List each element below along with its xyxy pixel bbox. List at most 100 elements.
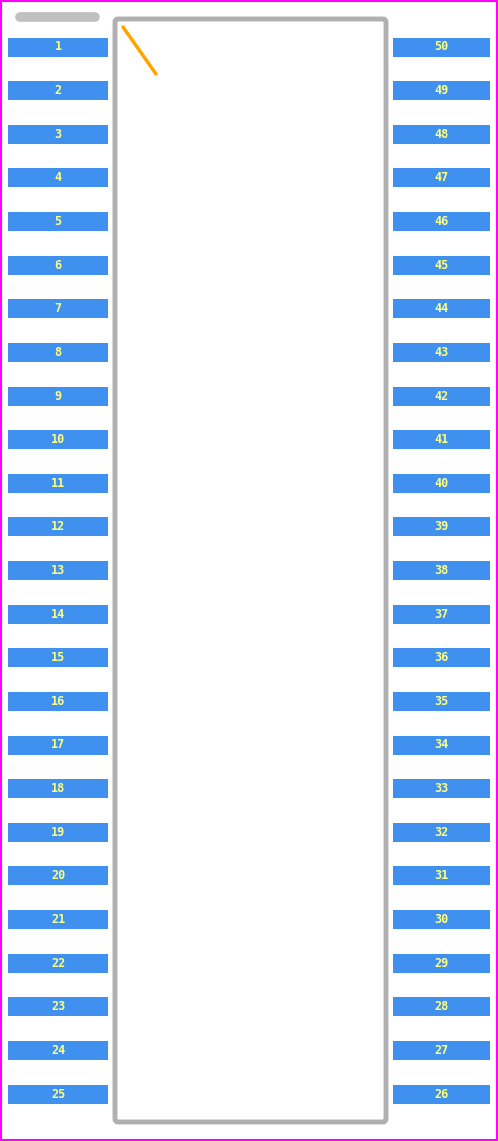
Text: 4: 4 [54, 171, 62, 185]
Bar [8, 430, 108, 450]
Bar [8, 299, 108, 318]
Bar [393, 169, 490, 187]
Bar [8, 256, 108, 275]
Text: 25: 25 [51, 1087, 65, 1101]
Text: 24: 24 [51, 1044, 65, 1057]
Bar [8, 997, 108, 1017]
Text: 13: 13 [51, 564, 65, 577]
Text: 41: 41 [434, 434, 449, 446]
Bar [8, 1041, 108, 1060]
Text: 49: 49 [434, 84, 449, 97]
Bar [393, 691, 490, 711]
Bar [393, 81, 490, 100]
Text: 37: 37 [434, 608, 449, 621]
Text: 26: 26 [434, 1087, 449, 1101]
Bar [8, 779, 108, 798]
Bar [393, 474, 490, 493]
Text: 28: 28 [434, 1001, 449, 1013]
Text: 18: 18 [51, 782, 65, 795]
Bar [8, 212, 108, 230]
Bar [393, 997, 490, 1017]
Text: 30: 30 [434, 913, 449, 926]
Text: 45: 45 [434, 259, 449, 272]
Bar [393, 256, 490, 275]
Text: 35: 35 [434, 695, 449, 707]
Bar [8, 648, 108, 667]
Bar [393, 823, 490, 842]
Text: 39: 39 [434, 520, 449, 533]
Text: 40: 40 [434, 477, 449, 489]
Text: 48: 48 [434, 128, 449, 140]
Bar [393, 212, 490, 230]
Text: 12: 12 [51, 520, 65, 533]
Bar [8, 736, 108, 754]
Text: 38: 38 [434, 564, 449, 577]
Bar [393, 124, 490, 144]
Text: 20: 20 [51, 869, 65, 882]
Text: 6: 6 [54, 259, 62, 272]
Text: 33: 33 [434, 782, 449, 795]
Text: 27: 27 [434, 1044, 449, 1057]
Text: 15: 15 [51, 652, 65, 664]
Bar [8, 866, 108, 885]
Text: 31: 31 [434, 869, 449, 882]
Bar [393, 648, 490, 667]
Bar [8, 169, 108, 187]
Text: 19: 19 [51, 826, 65, 839]
Text: 10: 10 [51, 434, 65, 446]
Text: 47: 47 [434, 171, 449, 185]
Text: 8: 8 [54, 346, 62, 359]
Bar [8, 38, 108, 57]
Bar [8, 691, 108, 711]
Bar [8, 343, 108, 362]
Bar [8, 911, 108, 929]
Text: 1: 1 [54, 40, 62, 54]
Text: 5: 5 [54, 215, 62, 228]
Bar [8, 823, 108, 842]
Text: 23: 23 [51, 1001, 65, 1013]
Text: 32: 32 [434, 826, 449, 839]
Bar [393, 954, 490, 972]
Bar [8, 124, 108, 144]
Text: 43: 43 [434, 346, 449, 359]
Text: 36: 36 [434, 652, 449, 664]
Bar [393, 911, 490, 929]
Text: 9: 9 [54, 389, 62, 403]
Text: 21: 21 [51, 913, 65, 926]
Bar [393, 1084, 490, 1103]
Bar [393, 343, 490, 362]
Bar [393, 561, 490, 580]
Bar [8, 561, 108, 580]
Bar [8, 387, 108, 405]
Text: 14: 14 [51, 608, 65, 621]
Bar [8, 954, 108, 972]
Bar [393, 605, 490, 624]
Bar [393, 387, 490, 405]
Bar [393, 1041, 490, 1060]
Bar [393, 779, 490, 798]
FancyBboxPatch shape [115, 19, 386, 1122]
Text: 11: 11 [51, 477, 65, 489]
Text: 29: 29 [434, 956, 449, 970]
Text: 34: 34 [434, 738, 449, 752]
Text: 3: 3 [54, 128, 62, 140]
Text: 22: 22 [51, 956, 65, 970]
Bar [8, 1084, 108, 1103]
Text: 17: 17 [51, 738, 65, 752]
Bar [8, 605, 108, 624]
Text: 7: 7 [54, 302, 62, 315]
Bar [393, 866, 490, 885]
Bar [393, 299, 490, 318]
Bar [8, 517, 108, 536]
Bar [393, 38, 490, 57]
Text: 44: 44 [434, 302, 449, 315]
Bar [393, 517, 490, 536]
Bar [8, 474, 108, 493]
Text: 46: 46 [434, 215, 449, 228]
Text: 50: 50 [434, 40, 449, 54]
Bar [393, 736, 490, 754]
Bar [8, 81, 108, 100]
Text: 16: 16 [51, 695, 65, 707]
Text: 2: 2 [54, 84, 62, 97]
Text: 42: 42 [434, 389, 449, 403]
